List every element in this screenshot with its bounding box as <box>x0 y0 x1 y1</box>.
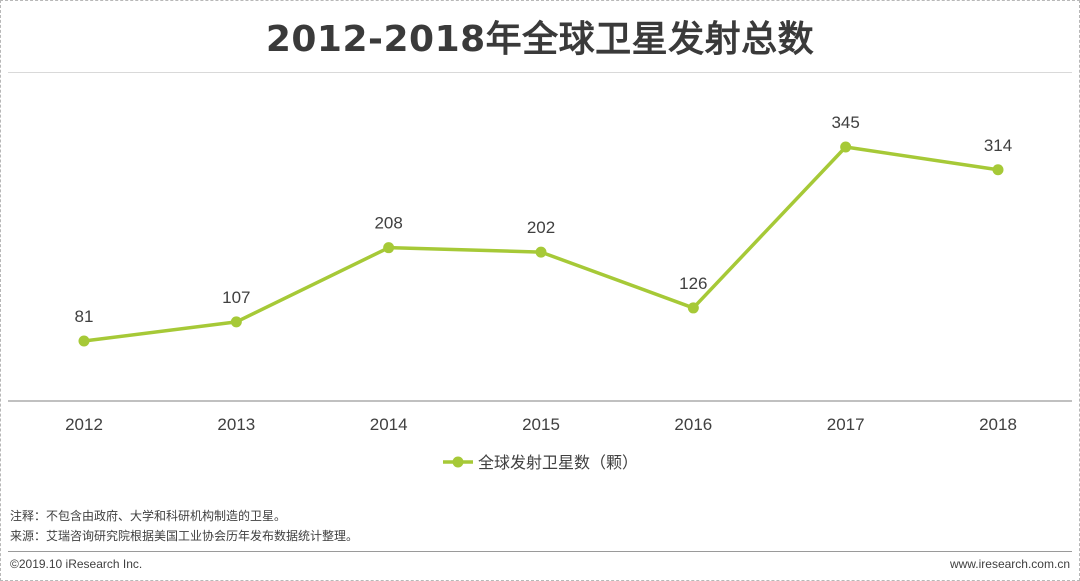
x-tick-label: 2013 <box>217 415 255 434</box>
x-tick-label: 2016 <box>674 415 712 434</box>
data-label: 107 <box>222 288 250 307</box>
data-point <box>78 335 90 347</box>
x-tick-label: 2012 <box>65 415 103 434</box>
data-label: 202 <box>527 218 555 237</box>
chart-title: 2012-2018年全球卫星发射总数 <box>265 19 815 60</box>
data-label: 81 <box>75 307 94 326</box>
data-point <box>992 164 1004 176</box>
x-tick-label: 2018 <box>979 415 1017 434</box>
data-label: 345 <box>831 113 859 132</box>
x-tick-label: 2017 <box>827 415 865 434</box>
source-note: 来源：艾瑞咨询研究院根据美国工业协会历年发布数据统计整理。 <box>10 529 359 543</box>
footnote: 注释：不包含由政府、大学和科研机构制造的卫星。 <box>10 509 287 523</box>
data-point <box>383 242 395 254</box>
data-point <box>687 302 699 314</box>
title-divider <box>8 72 1072 73</box>
x-tick-label: 2014 <box>370 415 408 434</box>
data-label: 314 <box>984 136 1012 155</box>
copyright: ©2019.10 iResearch Inc. <box>10 557 143 571</box>
data-point <box>230 316 242 328</box>
x-tick-label: 2015 <box>522 415 560 434</box>
x-axis: 2012 2013 2014 2015 2016 2017 2018 <box>8 400 1072 434</box>
data-label: 208 <box>374 214 402 233</box>
legend-marker <box>452 456 464 468</box>
series-line <box>82 145 1000 343</box>
data-labels: 81 107 208 202 126 345 314 <box>75 113 1013 326</box>
footer-divider <box>8 551 1072 552</box>
line-chart: 2012 2013 2014 2015 2016 2017 2018 81 107 208 202… <box>8 113 1072 472</box>
series-layer <box>78 141 1004 347</box>
website: www.iresearch.com.cn <box>949 557 1070 571</box>
data-point <box>535 246 547 258</box>
legend-label: 全球发射卫星数（颗） <box>478 453 638 472</box>
data-label: 126 <box>679 274 707 293</box>
legend: 全球发射卫星数（颗） <box>443 453 638 472</box>
data-point <box>840 141 852 153</box>
